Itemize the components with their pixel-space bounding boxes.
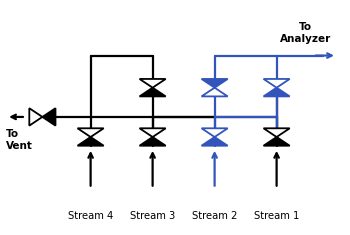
Text: To
Analyzer: To Analyzer [280, 23, 331, 44]
Polygon shape [140, 137, 166, 146]
Polygon shape [77, 128, 104, 137]
Polygon shape [264, 88, 290, 96]
Text: Stream 4: Stream 4 [68, 211, 113, 221]
Text: Stream 1: Stream 1 [254, 211, 299, 221]
Polygon shape [140, 79, 166, 88]
Polygon shape [202, 79, 228, 88]
Polygon shape [202, 137, 228, 146]
Polygon shape [42, 108, 56, 126]
Text: Stream 3: Stream 3 [130, 211, 175, 221]
Polygon shape [264, 79, 290, 88]
Polygon shape [140, 128, 166, 137]
Polygon shape [29, 108, 42, 126]
Polygon shape [264, 128, 290, 137]
Text: To
Vent: To Vent [6, 129, 33, 151]
Polygon shape [77, 137, 104, 146]
Polygon shape [202, 128, 228, 137]
Text: Stream 2: Stream 2 [192, 211, 237, 221]
Polygon shape [264, 137, 290, 146]
Polygon shape [202, 88, 228, 96]
Polygon shape [140, 88, 166, 96]
